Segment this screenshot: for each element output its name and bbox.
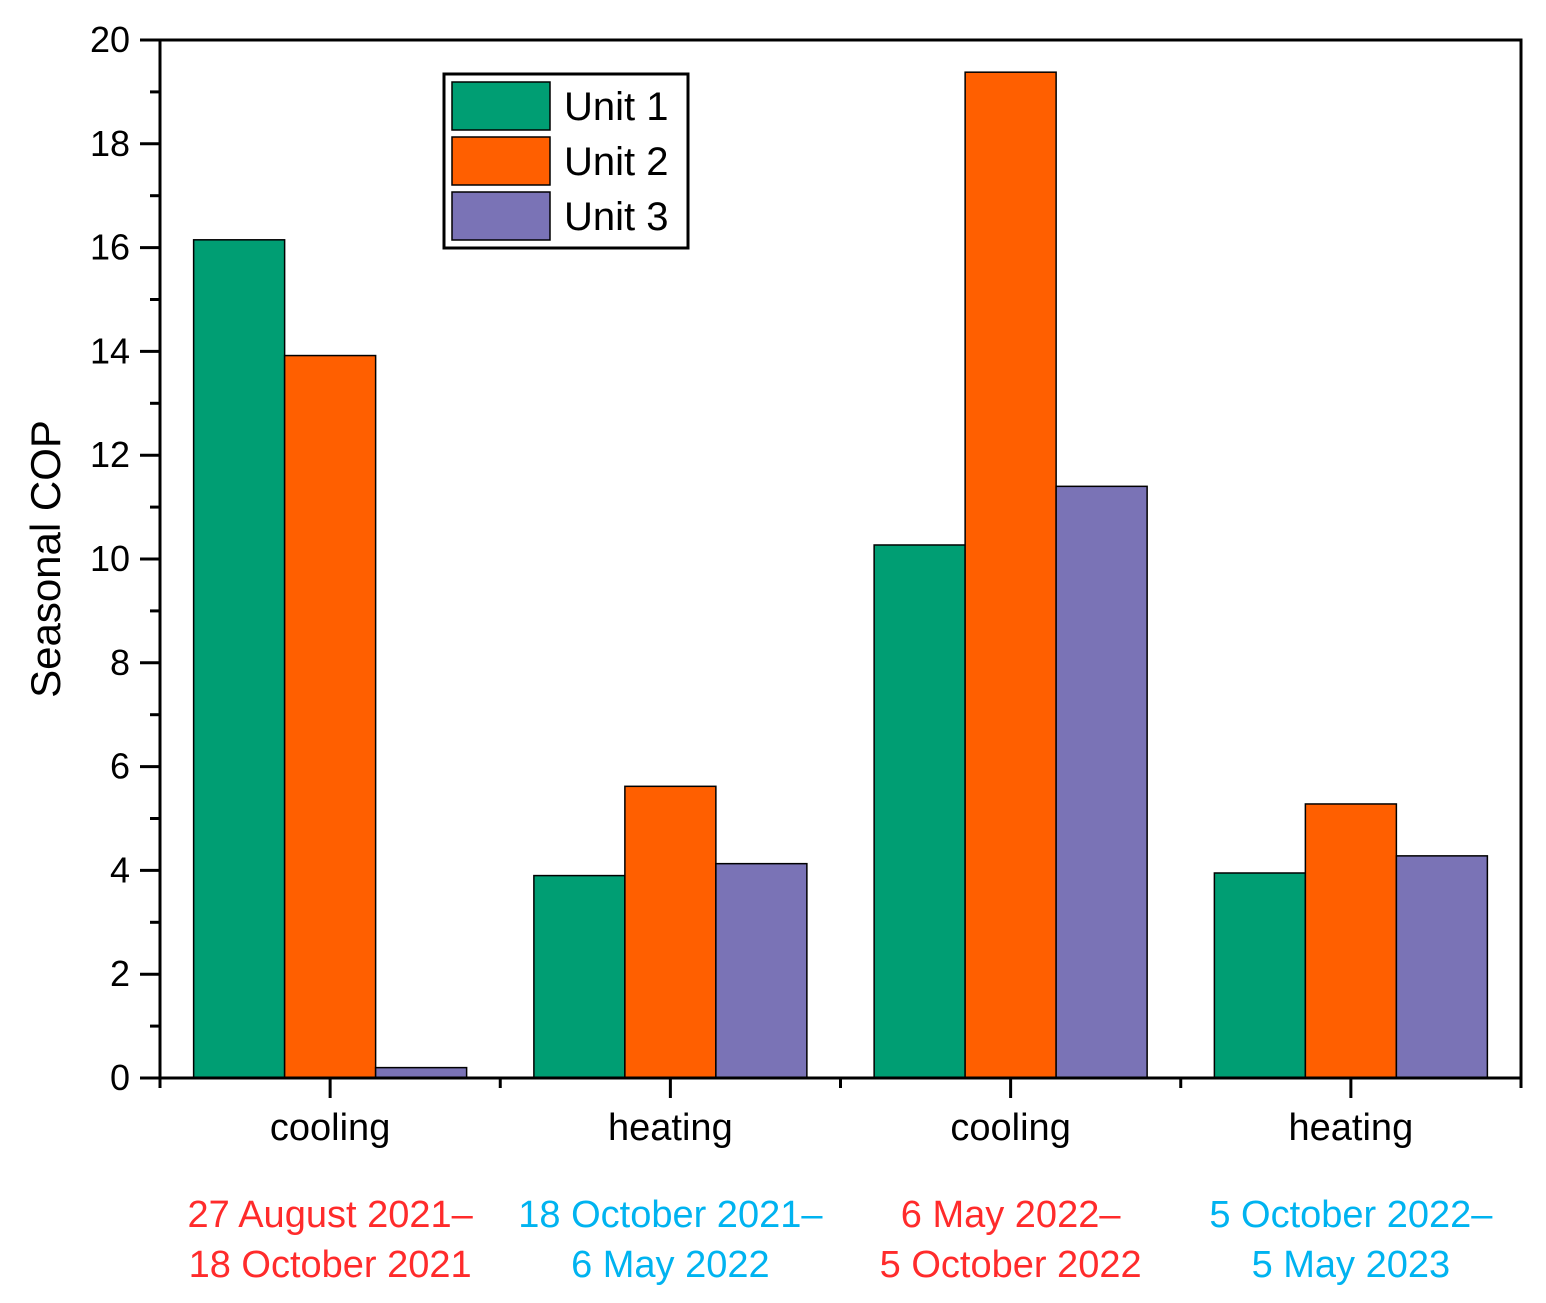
y-tick-label: 16 [90, 227, 130, 268]
bar-unit-1-group-4 [1213, 872, 1307, 1079]
period-label-line2: 18 October 2021 [189, 1244, 472, 1286]
bar-unit-2-group-2 [624, 785, 717, 1079]
legend-swatch-unit-1 [451, 81, 551, 131]
y-axis-label: Seasonal COP [22, 420, 69, 698]
x-category-label: heating [1289, 1107, 1414, 1149]
legend-label: Unit 3 [564, 195, 669, 239]
bars-layer [192, 71, 1489, 1079]
x-category-label: cooling [270, 1107, 390, 1149]
x-category-label: heating [608, 1107, 733, 1149]
period-label-line1: 6 May 2022– [901, 1194, 1122, 1236]
y-axis: 0 2 4 6 8 10 12 14 16 18 20 [90, 19, 160, 1098]
bar-unit-3-group-3 [1055, 485, 1148, 1079]
y-tick-label: 14 [90, 330, 130, 371]
bar-unit-2-group-4 [1304, 803, 1398, 1079]
period-label-line1: 5 October 2022– [1209, 1194, 1493, 1236]
bar-unit-3-group-4 [1395, 855, 1489, 1079]
x-axis: cooling 27 August 2021– 18 October 2021 hea… [158, 1078, 1523, 1286]
legend-label: Unit 1 [564, 85, 669, 129]
bar-unit-1-group-3 [873, 544, 966, 1079]
y-tick-label: 6 [110, 746, 130, 787]
y-tick-label: 2 [110, 953, 130, 994]
y-tick-label: 8 [110, 642, 130, 683]
legend: Unit 1 Unit 2 Unit 3 [442, 72, 690, 250]
period-label-line2: 5 October 2022 [880, 1244, 1142, 1286]
bar-unit-3-group-2 [715, 862, 808, 1079]
period-label-line2: 5 May 2023 [1252, 1244, 1451, 1286]
legend-swatch-unit-2 [451, 136, 551, 186]
period-label-line1: 27 August 2021– [187, 1194, 473, 1236]
bar-unit-3-group-1 [374, 1066, 468, 1079]
y-tick-label: 20 [90, 19, 130, 60]
y-tick-label: 18 [90, 123, 130, 164]
y-tick-label: 0 [110, 1057, 130, 1098]
y-tick-label: 10 [90, 538, 130, 579]
x-category-label: cooling [950, 1107, 1070, 1149]
y-tick-label: 12 [90, 434, 130, 475]
bar-unit-2-group-1 [283, 354, 377, 1079]
legend-swatch-unit-3 [451, 191, 551, 241]
y-tick-label: 4 [110, 849, 130, 890]
bar-unit-1-group-2 [533, 874, 626, 1079]
period-label-line1: 18 October 2021– [518, 1194, 823, 1236]
bar-unit-1-group-1 [192, 239, 286, 1079]
legend-label: Unit 2 [564, 140, 669, 184]
period-label-line2: 6 May 2022 [571, 1244, 770, 1286]
bar-unit-2-group-3 [964, 71, 1057, 1079]
